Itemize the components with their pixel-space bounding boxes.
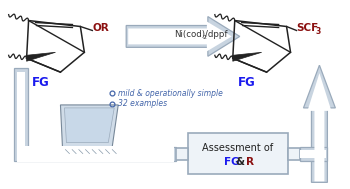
Text: FG: FG <box>224 157 239 167</box>
Polygon shape <box>17 72 174 162</box>
Text: Assessment of: Assessment of <box>202 143 273 153</box>
Text: Ni(cod): Ni(cod) <box>174 30 205 39</box>
Polygon shape <box>300 147 327 160</box>
Text: R: R <box>246 157 254 167</box>
Text: mild & operationally simple: mild & operationally simple <box>118 88 223 98</box>
Text: 32 examples: 32 examples <box>118 99 167 108</box>
Text: SCF: SCF <box>296 23 319 33</box>
Text: OR: OR <box>92 23 109 33</box>
Polygon shape <box>307 73 331 181</box>
Polygon shape <box>52 148 128 160</box>
Polygon shape <box>300 149 327 158</box>
Polygon shape <box>27 52 56 61</box>
Polygon shape <box>303 65 335 182</box>
Text: 3: 3 <box>315 27 321 36</box>
FancyBboxPatch shape <box>176 148 188 160</box>
Polygon shape <box>126 17 240 56</box>
Text: /dppf: /dppf <box>205 30 228 39</box>
Text: FG: FG <box>238 76 256 89</box>
Polygon shape <box>64 108 114 143</box>
Text: FG: FG <box>32 76 49 89</box>
Polygon shape <box>14 68 176 160</box>
Text: 2: 2 <box>202 35 206 40</box>
Polygon shape <box>233 52 262 61</box>
Polygon shape <box>128 22 232 51</box>
FancyBboxPatch shape <box>288 148 300 160</box>
Polygon shape <box>61 105 118 147</box>
Text: &: & <box>236 157 245 167</box>
FancyBboxPatch shape <box>188 133 288 174</box>
